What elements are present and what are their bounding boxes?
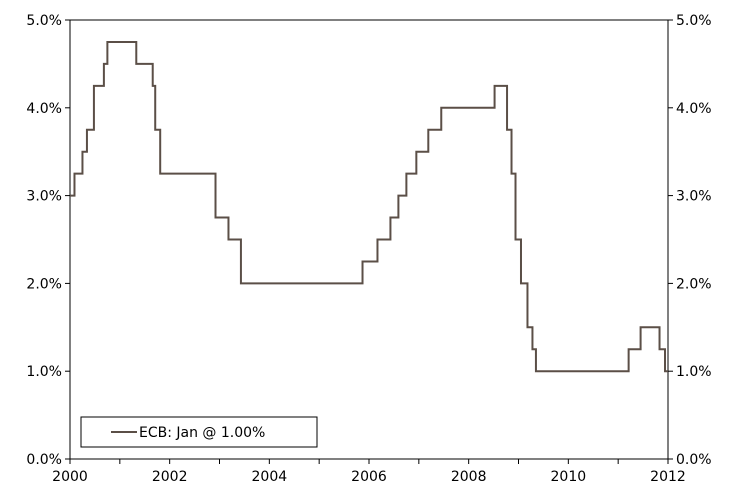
y-tick-label-left: 5.0%	[26, 13, 62, 29]
y-tick-label-right: 5.0%	[676, 13, 712, 29]
x-tick-label: 2008	[451, 469, 487, 485]
x-tick-label: 2000	[52, 469, 88, 485]
x-tick-label: 2010	[551, 469, 587, 485]
axis-ticks	[65, 19, 673, 464]
y-tick-label-left: 0.0%	[26, 452, 62, 468]
x-tick-label: 2012	[650, 469, 686, 485]
y-tick-label-left: 2.0%	[26, 276, 62, 292]
y-tick-label-right: 2.0%	[676, 276, 712, 292]
x-tick-label: 2002	[152, 469, 188, 485]
legend-label: ECB: Jan @ 1.00%	[139, 425, 265, 441]
series-line	[70, 40, 668, 373]
series-layer	[70, 40, 668, 373]
y-tick-label-left: 4.0%	[26, 101, 62, 117]
y-tick-label-right: 0.0%	[676, 452, 712, 468]
x-tick-label: 2006	[351, 469, 387, 485]
y-tick-label-right: 3.0%	[676, 189, 712, 205]
tick-labels: 0.0% 0.0% 1.0% 1.0% 2.0% 2.0% 3.0% 3.0% 4.0% 4.0%…	[26, 13, 711, 485]
x-tick-label: 2004	[252, 469, 288, 485]
plot-area	[69, 19, 669, 460]
y-tick-label-right: 4.0%	[676, 101, 712, 117]
legend: ECB: Jan @ 1.00%	[80, 416, 318, 448]
y-tick-label-left: 1.0%	[26, 364, 62, 380]
y-tick-label-left: 3.0%	[26, 189, 62, 205]
y-tick-label-right: 1.0%	[676, 364, 712, 380]
